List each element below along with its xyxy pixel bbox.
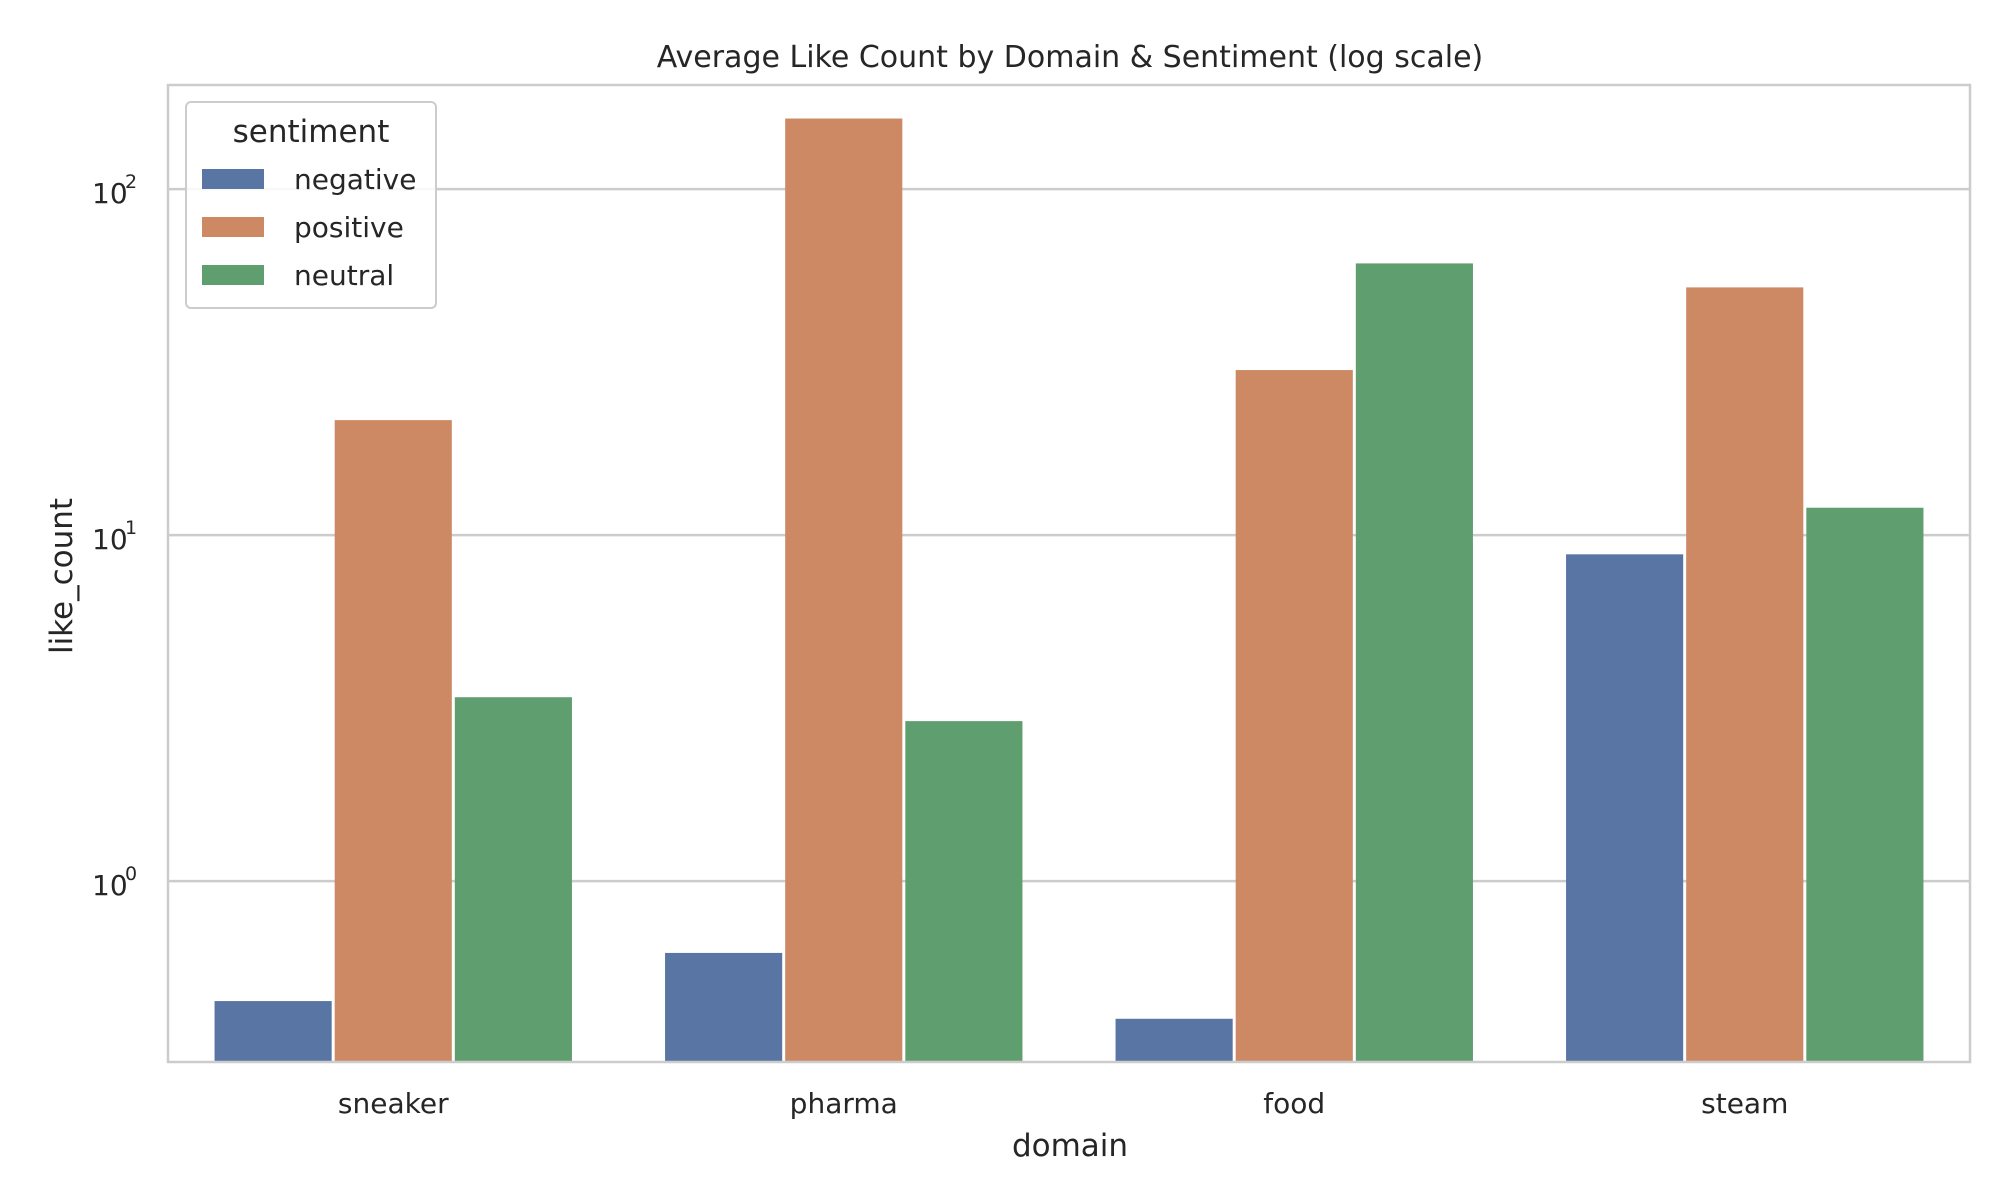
- bar-steam-positive: [1686, 287, 1804, 1063]
- legend-label-negative: negative: [294, 163, 416, 196]
- y-tick-exponent-2: 2: [125, 171, 137, 193]
- y-tick-label-1: 10: [92, 523, 128, 556]
- plot-frame: [166, 83, 1972, 1064]
- bars: [214, 118, 1924, 1063]
- chart-title: Average Like Count by Domain & Sentiment…: [657, 40, 1484, 75]
- bar-food-positive: [1235, 370, 1353, 1063]
- bar-sneaker-negative: [214, 1001, 332, 1062]
- x-tick-label-food: food: [1263, 1087, 1325, 1120]
- bar-food-neutral: [1355, 263, 1473, 1062]
- legend-label-neutral: neutral: [294, 259, 394, 292]
- y-tick-exponent-1: 1: [125, 517, 137, 539]
- y-tick-label-0: 10: [92, 869, 128, 902]
- bar-pharma-neutral: [905, 721, 1023, 1062]
- legend-title: sentiment: [233, 114, 390, 150]
- legend-swatch-negative: [202, 169, 264, 189]
- bar-steam-neutral: [1806, 507, 1924, 1062]
- y-tick-exponent-0: 0: [125, 863, 137, 885]
- legend-swatch-neutral: [202, 265, 264, 285]
- bar-pharma-negative: [665, 952, 783, 1062]
- bar-food-negative: [1115, 1018, 1233, 1062]
- legend-swatch-positive: [202, 217, 264, 237]
- x-tick-label-steam: steam: [1701, 1087, 1788, 1120]
- bar-sneaker-positive: [334, 420, 452, 1063]
- x-tick-label-pharma: pharma: [790, 1087, 898, 1120]
- x-tick-labels: sneaker pharma food steam: [338, 1087, 1788, 1120]
- x-axis-label: domain: [1012, 1128, 1128, 1164]
- y-axis-label: like_count: [44, 498, 80, 654]
- x-tick-label-sneaker: sneaker: [338, 1087, 449, 1120]
- bar-sneaker-neutral: [454, 697, 572, 1062]
- y-tick-label-2: 10: [92, 177, 128, 210]
- legend-box: [185, 101, 437, 309]
- bar-steam-negative: [1566, 554, 1684, 1062]
- legend-label-positive: positive: [294, 211, 404, 244]
- bar-pharma-positive: [785, 118, 903, 1062]
- legend: sentiment negative positive neutral: [185, 101, 437, 309]
